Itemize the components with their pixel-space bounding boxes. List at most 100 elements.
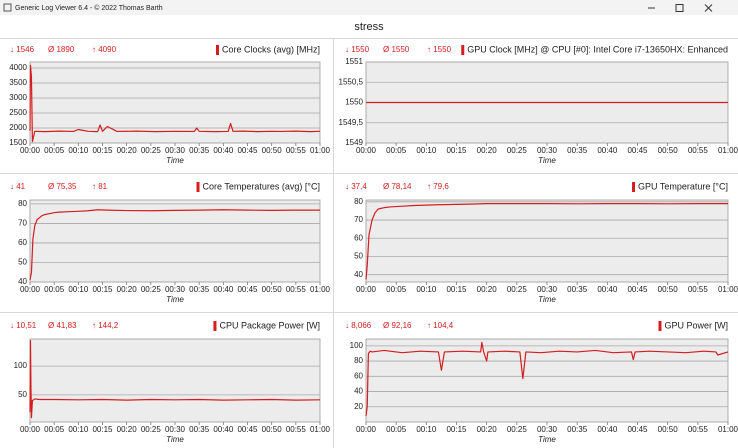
y-tick-label: 70	[18, 219, 27, 228]
stat-label: Ø 1890	[48, 45, 75, 54]
stat-label: ↓ 1550	[345, 45, 370, 54]
x-tick-label: 01:00	[310, 285, 331, 294]
y-tick-label: 2000	[9, 123, 27, 132]
y-tick-label: 80	[18, 199, 27, 208]
y-tick-label: 80	[354, 356, 363, 365]
x-tick-label: 00:35	[567, 146, 588, 155]
x-tick-label: 00:15	[446, 425, 467, 434]
x-tick-label: 00:20	[117, 285, 138, 294]
chart-title: CPU Package Power [W]	[219, 320, 320, 330]
x-tick-label: 00:25	[141, 146, 162, 155]
x-tick-label: 00:30	[537, 146, 558, 155]
x-tick-label: 00:00	[356, 425, 377, 434]
data-line	[365, 203, 728, 280]
y-tick-label: 2500	[9, 108, 27, 117]
stat-label: ↑ 1550	[427, 45, 452, 54]
x-tick-label: 00:35	[189, 146, 210, 155]
x-tick-label: 00:10	[416, 146, 437, 155]
stat-label: ↑ 4090	[92, 45, 117, 54]
x-axis-label: Time	[166, 156, 184, 165]
x-tick-label: 00:00	[20, 146, 41, 155]
data-line	[29, 340, 321, 419]
x-tick-label: 00:00	[20, 285, 41, 294]
x-tick-label: 00:15	[446, 146, 467, 155]
x-tick-label: 00:25	[507, 146, 528, 155]
legend-swatch	[215, 45, 219, 55]
y-tick-label: 4000	[9, 63, 27, 72]
x-tick-label: 00:45	[237, 425, 258, 434]
x-tick-label: 00:15	[446, 285, 467, 294]
x-tick-label: 00:30	[537, 285, 558, 294]
x-tick-label: 01:00	[310, 146, 331, 155]
y-tick-label: 1500	[9, 138, 27, 147]
x-tick-label: 00:10	[68, 425, 89, 434]
stat-label: Ø 75,35	[48, 182, 77, 191]
x-tick-label: 00:20	[477, 285, 498, 294]
maximize-button[interactable]	[675, 4, 684, 12]
x-tick-label: 00:55	[688, 146, 709, 155]
x-tick-label: 01:00	[718, 146, 738, 155]
y-tick-label: 50	[354, 252, 363, 261]
y-tick-label: 40	[354, 387, 363, 396]
x-axis-label: Time	[538, 295, 556, 304]
x-tick-label: 00:20	[117, 146, 138, 155]
x-tick-label: 00:15	[92, 425, 113, 434]
x-tick-label: 00:45	[237, 146, 258, 155]
close-button[interactable]	[704, 4, 713, 12]
x-tick-label: 00:45	[627, 146, 648, 155]
x-axis-label: Time	[166, 295, 184, 304]
chart-title: GPU Clock [MHz] @ CPU [#0]: Intel Core i…	[467, 44, 728, 54]
x-tick-label: 00:00	[356, 285, 377, 294]
x-tick-label: 00:05	[44, 146, 65, 155]
window-title: Generic Log Viewer 6.4 - © 2022 Thomas B…	[15, 4, 163, 12]
legend-swatch	[196, 182, 200, 192]
x-tick-label: 00:45	[627, 285, 648, 294]
stat-label: ↑ 144,2	[92, 321, 119, 330]
chart-title: Core Clocks (avg) [MHz]	[222, 44, 320, 54]
x-tick-label: 00:25	[507, 425, 528, 434]
x-tick-label: 00:05	[386, 285, 407, 294]
y-tick-label: 1550	[345, 98, 363, 107]
y-tick-label: 3000	[9, 93, 27, 102]
data-line	[365, 341, 729, 416]
y-tick-label: 50	[18, 258, 27, 267]
x-tick-label: 00:05	[44, 285, 65, 294]
x-tick-label: 00:20	[477, 146, 498, 155]
x-tick-label: 00:15	[92, 285, 113, 294]
x-axis-label: Time	[538, 435, 556, 444]
x-tick-label: 00:50	[658, 285, 679, 294]
x-tick-label: 00:15	[92, 146, 113, 155]
x-axis-label: Time	[166, 435, 184, 444]
x-tick-label: 00:10	[68, 285, 89, 294]
stat-label: ↓ 1546	[10, 45, 35, 54]
y-tick-label: 60	[354, 233, 363, 242]
stat-label: Ø 92,16	[383, 321, 412, 330]
plot-area	[29, 199, 321, 283]
x-tick-label: 00:55	[688, 425, 709, 434]
chart-title: Core Temperatures (avg) [°C]	[203, 181, 320, 191]
legend-swatch	[658, 321, 662, 331]
y-tick-label: 1550,5	[339, 77, 364, 86]
x-tick-label: 00:35	[567, 285, 588, 294]
stat-label: Ø 41,83	[48, 321, 77, 330]
x-tick-label: 00:40	[213, 425, 234, 434]
title-bar	[0, 0, 738, 15]
stat-label: ↑ 104,4	[427, 321, 454, 330]
x-tick-label: 01:00	[718, 285, 738, 294]
x-tick-label: 00:35	[189, 285, 210, 294]
stat-label: Ø 1550	[383, 45, 410, 54]
data-line	[29, 64, 321, 143]
x-tick-label: 00:25	[507, 285, 528, 294]
x-tick-label: 00:05	[386, 146, 407, 155]
x-tick-label: 01:00	[718, 425, 738, 434]
x-tick-label: 00:55	[286, 146, 307, 155]
x-tick-label: 00:10	[68, 146, 89, 155]
x-tick-label: 00:50	[658, 146, 679, 155]
x-tick-label: 00:50	[658, 425, 679, 434]
x-tick-label: 00:40	[597, 285, 618, 294]
x-tick-label: 00:05	[44, 425, 65, 434]
y-tick-label: 1551	[345, 57, 363, 66]
x-tick-label: 00:00	[20, 425, 41, 434]
x-tick-label: 00:40	[213, 285, 234, 294]
x-tick-label: 00:55	[286, 425, 307, 434]
